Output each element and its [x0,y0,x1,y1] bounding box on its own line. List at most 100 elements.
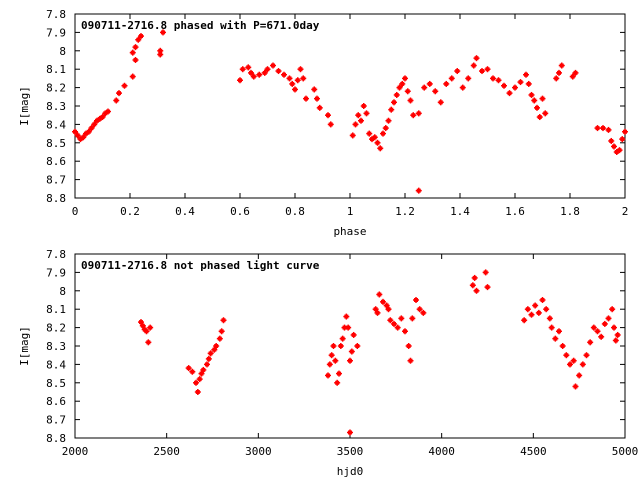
data-point [409,315,416,322]
data-point [402,328,408,335]
y-tick-label: 8.1 [46,63,66,76]
data-point [347,429,353,436]
data-point [517,79,524,86]
data-point [385,117,392,124]
data-point [407,357,414,364]
y-tick-label: 7.9 [46,266,66,279]
data-point [619,136,626,143]
data-point [358,117,364,124]
data-point [113,97,120,104]
x-tick-label: 2000 [62,445,89,458]
data-point [572,383,579,390]
panel-unphased: 2000 2500 3000 3500 4000 4500 5000 7.8 7.9 8 8.1 8… [18,248,638,478]
data-point [355,112,362,119]
data-point [354,343,361,349]
x-tick-label: 3000 [245,445,272,458]
data-point [334,379,341,386]
data-point [473,287,480,294]
data-point [264,66,271,73]
data-point [512,84,518,91]
data-point [129,49,136,56]
y-tick-label: 8.5 [46,377,66,390]
data-point [294,77,301,84]
data-point [482,269,489,276]
data-point [204,361,210,368]
data-point [600,125,606,132]
data-point [194,389,201,395]
x-tick-label: 5000 [612,445,639,458]
data-point [416,306,423,313]
data-point [601,320,608,327]
data-point [558,62,565,69]
x-tick-label: 1.4 [450,205,470,218]
x-tick-label: 1.2 [395,205,415,218]
data-point [205,355,212,362]
data-point [612,337,619,344]
data-point [297,66,304,73]
data-point [330,343,337,349]
data-point [543,306,550,313]
y-tick-label: 8.3 [46,340,66,353]
data-point [196,376,203,383]
data-point [316,104,323,111]
data-point [220,317,227,324]
data-point [539,95,546,102]
y-tick-label: 8.3 [46,100,66,113]
data-point [614,331,621,338]
x-tick-label: 1.6 [505,205,525,218]
data-point [393,91,400,98]
data-point [382,125,389,132]
data-point [479,68,485,75]
data-point [300,75,307,82]
data-point [91,121,98,128]
data-point [157,51,164,58]
data-point [413,297,419,303]
data-point [339,335,346,342]
data-point [399,80,406,87]
data-point [376,291,383,298]
y-tick-label: 8.4 [46,358,66,371]
data-point [570,357,577,364]
data-point [391,99,397,106]
data-point [521,317,528,324]
y-tick-label: 8.8 [46,432,66,445]
data-point [587,339,594,346]
data-point [85,128,92,135]
data-point [528,311,535,318]
data-point [281,71,287,78]
data-point [380,130,386,137]
y-tick-label: 7.9 [46,26,66,39]
data-point [563,352,570,359]
data-point [605,315,612,322]
y-tick-label: 8 [59,285,66,298]
data-point [415,187,422,194]
data-point [350,331,357,338]
y-tick-label: 8 [59,45,66,58]
data-point [135,36,142,43]
data-point [501,82,507,89]
data-point [121,82,128,89]
x-tick-label: 0.6 [230,205,250,218]
data-point [99,114,106,121]
y-tick-label: 7.8 [46,248,66,261]
data-point [391,320,397,327]
data-point [348,348,355,355]
data-point [387,317,394,324]
data-point [314,95,320,102]
data-point [345,324,352,331]
y-tick-label: 8.2 [46,322,66,335]
y-axis-label-unphased: I[mag] [18,326,31,366]
data-point [611,324,617,331]
data-point [143,328,150,335]
data-point [611,143,617,150]
data-point [270,62,276,69]
data-point [546,315,553,322]
data-point [594,125,601,132]
data-point [556,328,562,335]
data-point [337,343,344,349]
data-point [328,352,335,359]
data-point [261,69,268,76]
x-tick-label: 0.8 [285,205,305,218]
data-point [349,132,356,139]
data-point [471,274,478,281]
